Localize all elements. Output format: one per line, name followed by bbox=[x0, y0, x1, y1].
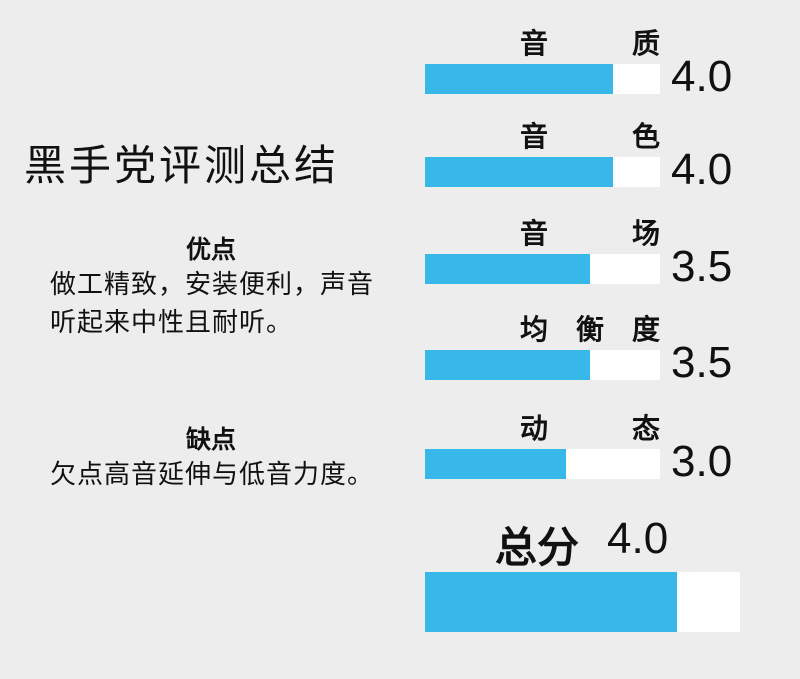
bar-fill bbox=[425, 254, 590, 284]
metric-1: 音色 4.0 bbox=[425, 115, 755, 215]
page-title: 黑手党评测总结 bbox=[24, 141, 340, 190]
metric-label-char: 衡 bbox=[575, 313, 604, 346]
metric-label: 音色 bbox=[520, 115, 660, 155]
metric-label: 音场 bbox=[520, 212, 660, 252]
total-bar-fill bbox=[425, 572, 677, 632]
total-score: 总分 4.0 bbox=[425, 514, 755, 644]
metric-4: 动态 3.0 bbox=[425, 407, 755, 507]
bar-fill bbox=[425, 350, 590, 380]
metric-label-char: 均 bbox=[520, 313, 549, 346]
bar-track bbox=[425, 64, 660, 94]
metric-value: 3.0 bbox=[671, 437, 733, 486]
metric-2: 音场 3.5 bbox=[425, 212, 755, 312]
bar-fill bbox=[425, 64, 613, 94]
metric-3: 均衡度 3.5 bbox=[425, 308, 755, 408]
metric-value: 4.0 bbox=[671, 52, 733, 101]
pros-text: 做工精致，安装便利，声音听起来中性且耐听。 bbox=[50, 270, 375, 338]
metric-label-char: 音 bbox=[520, 217, 549, 250]
bar-track bbox=[425, 254, 660, 284]
bar-track bbox=[425, 449, 660, 479]
metric-label-char: 度 bbox=[631, 313, 660, 346]
pros-heading: 优点 bbox=[186, 235, 237, 264]
metric-0: 音质 4.0 bbox=[425, 22, 755, 122]
metric-label-char: 色 bbox=[631, 120, 660, 153]
metric-label-char: 动 bbox=[520, 412, 549, 445]
bar-fill bbox=[425, 157, 613, 187]
metric-label-char: 质 bbox=[631, 27, 660, 60]
total-bar-track bbox=[425, 572, 740, 632]
metric-label-char: 场 bbox=[631, 217, 660, 250]
cons-text: 欠点高音延伸与低音力度。 bbox=[50, 460, 375, 490]
total-label: 总分 bbox=[495, 523, 580, 572]
total-value: 4.0 bbox=[607, 514, 669, 563]
metric-label-char: 音 bbox=[520, 27, 549, 60]
bar-track bbox=[425, 350, 660, 380]
metric-value: 3.5 bbox=[671, 338, 733, 387]
bar-fill bbox=[425, 449, 566, 479]
metric-value: 3.5 bbox=[671, 242, 733, 291]
metric-label: 均衡度 bbox=[520, 308, 660, 348]
metric-label-char: 态 bbox=[631, 412, 660, 445]
cons-heading: 缺点 bbox=[186, 425, 237, 454]
bar-track bbox=[425, 157, 660, 187]
metric-label-char: 音 bbox=[520, 120, 549, 153]
metric-value: 4.0 bbox=[671, 145, 733, 194]
metric-label: 动态 bbox=[520, 407, 660, 447]
metric-label: 音质 bbox=[520, 22, 660, 62]
